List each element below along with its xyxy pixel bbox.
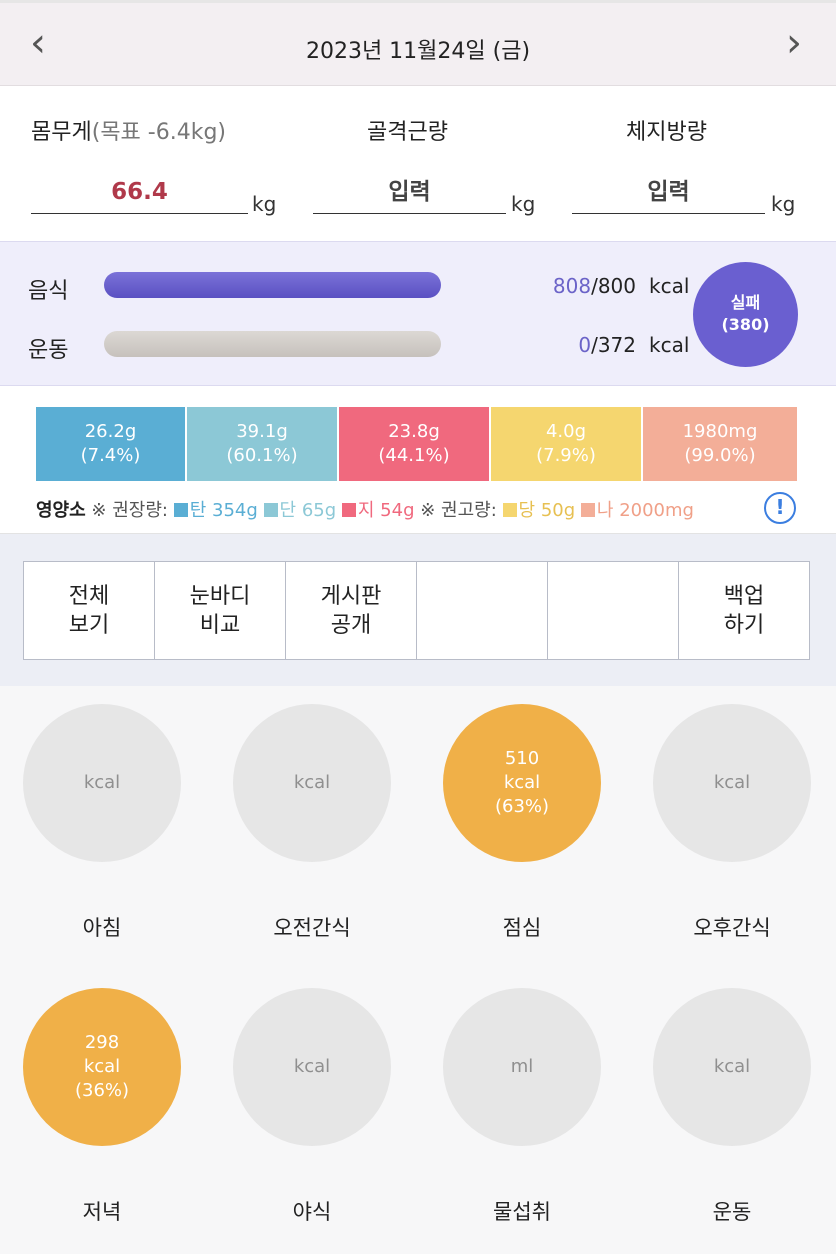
sugar-cell: 4.0g (7.9%) — [491, 407, 643, 481]
chevron-left-icon[interactable]: ‹ — [30, 20, 46, 66]
legend-sodium: 나 2000mg — [596, 500, 694, 521]
legend-fat: 지 54g — [357, 500, 415, 521]
meal-water[interactable]: ml 물섭취 — [417, 988, 627, 1226]
legend-carb: 탄 354g — [189, 500, 258, 521]
fat-cell: 23.8g (44.1%) — [339, 407, 491, 481]
meal-name: 점심 — [502, 916, 542, 940]
calorie-section: 음식 808/800 kcal 운동 0/372 kcal 실패 (380) — [0, 241, 836, 386]
meal-circle[interactable]: kcal — [233, 704, 391, 862]
exercise-unit: kcal — [649, 333, 690, 357]
meal-name: 운동 — [712, 1200, 752, 1224]
meal-name: 오후간식 — [693, 916, 771, 940]
legend-limit: ※ 권고량: — [420, 500, 497, 521]
protein-cell: 39.1g (60.1%) — [187, 407, 339, 481]
nutrient-legend: 영양소 ※ 권장량: 탄 354g 단 65g 지 54g ※ 권고량: 당 5… — [36, 496, 694, 522]
meal-circle[interactable]: kcal — [23, 704, 181, 862]
current-date[interactable]: 2023년 11월24일 (금) — [305, 39, 531, 64]
meal-name: 오전간식 — [273, 916, 351, 940]
exercise-progress-bar — [104, 331, 441, 357]
legend-protein: 단 65g — [279, 500, 337, 521]
fat-swatch — [341, 503, 356, 517]
meal-name: 저녁 — [82, 1200, 122, 1224]
muscle-unit: kg — [511, 192, 536, 216]
status-badge[interactable]: 실패 (380) — [693, 262, 798, 367]
chevron-right-icon[interactable]: › — [786, 20, 802, 66]
meal-circle[interactable]: 510 kcal (63%) — [443, 704, 601, 862]
meal-name: 물섭취 — [493, 1200, 551, 1224]
nutrient-bar: 26.2g (7.4%) 39.1g (60.1%) 23.8g (44.1%) 4.… — [36, 407, 797, 481]
meal-name: 아침 — [82, 916, 122, 940]
sodium-cell: 1980mg (99.0%) — [643, 407, 797, 481]
date-header: ‹ 2023년 11월24일 (금) › — [0, 0, 836, 86]
backup-button[interactable]: 백업 하기 — [723, 583, 765, 638]
weight-unit: kg — [252, 192, 277, 216]
view-all-button[interactable]: 전체 보기 — [24, 562, 155, 659]
legend-title: 영양소 — [36, 500, 86, 521]
food-progress-bar — [104, 272, 441, 298]
body-composition-section: 몸무게(목표 -6.4kg) 골격근량 체지방량 66.4 kg 입력 kg 입… — [0, 86, 836, 241]
weight-label: 몸무게(목표 -6.4kg) — [31, 120, 227, 145]
nutrient-section: 26.2g (7.4%) 39.1g (60.1%) 23.8g (44.1%) 4.… — [0, 386, 836, 534]
meal-circle[interactable]: ml — [443, 988, 601, 1146]
sugar-swatch — [502, 503, 517, 517]
fat-label: 체지방량 — [626, 120, 707, 145]
muscle-field[interactable]: 입력 — [313, 174, 506, 214]
legend-recommend: ※ 권장량: — [91, 500, 168, 521]
exercise-label: 운동 — [28, 338, 69, 363]
sodium-swatch — [580, 503, 595, 517]
tool-section: 전체 보기 눈바디 비교 게시판 공개 백업 하기 — [0, 534, 836, 686]
carb-cell: 26.2g (7.4%) — [36, 407, 187, 481]
food-unit: kcal — [649, 274, 690, 298]
meal-breakfast[interactable]: kcal 아침 — [0, 704, 207, 942]
meal-circle[interactable]: 298 kcal (36%) — [23, 988, 181, 1146]
weight-goal: (목표 -6.4kg) — [91, 120, 227, 145]
exercise-calories: 0/372 — [578, 333, 636, 357]
meal-circle[interactable]: kcal — [653, 704, 811, 862]
meal-lunch[interactable]: 510 kcal (63%) 점심 — [417, 704, 627, 942]
meal-circle[interactable]: kcal — [233, 988, 391, 1146]
fat-field[interactable]: 입력 — [572, 174, 765, 214]
carb-swatch — [173, 503, 188, 517]
meal-grid: kcal 아침 kcal 오전간식 510 kcal (63%) 점심 kcal 오… — [0, 686, 836, 1254]
fat-unit: kg — [771, 192, 796, 216]
meal-late-snack[interactable]: kcal 야식 — [207, 988, 417, 1226]
weight-field[interactable]: 66.4 — [31, 174, 248, 214]
food-label: 음식 — [28, 279, 69, 304]
meal-exercise[interactable]: kcal 운동 — [627, 988, 836, 1226]
empty-slot-1 — [417, 562, 548, 659]
meal-name: 야식 — [292, 1200, 332, 1224]
eyebody-compare-button[interactable]: 눈바디 비교 — [155, 562, 286, 659]
info-icon[interactable]: ! — [764, 492, 796, 524]
muscle-label: 골격근량 — [367, 120, 448, 145]
protein-swatch — [263, 503, 278, 517]
legend-sugar: 당 50g — [518, 500, 576, 521]
meal-circle[interactable]: kcal — [653, 988, 811, 1146]
food-calories: 808/800 — [552, 274, 636, 298]
empty-slot-2 — [548, 562, 679, 659]
board-public-button[interactable]: 게시판 공개 — [286, 562, 417, 659]
meal-dinner[interactable]: 298 kcal (36%) 저녁 — [0, 988, 207, 1226]
meal-morning-snack[interactable]: kcal 오전간식 — [207, 704, 417, 942]
tool-grid: 전체 보기 눈바디 비교 게시판 공개 백업 하기 — [23, 561, 810, 660]
meal-afternoon-snack[interactable]: kcal 오후간식 — [627, 704, 836, 942]
